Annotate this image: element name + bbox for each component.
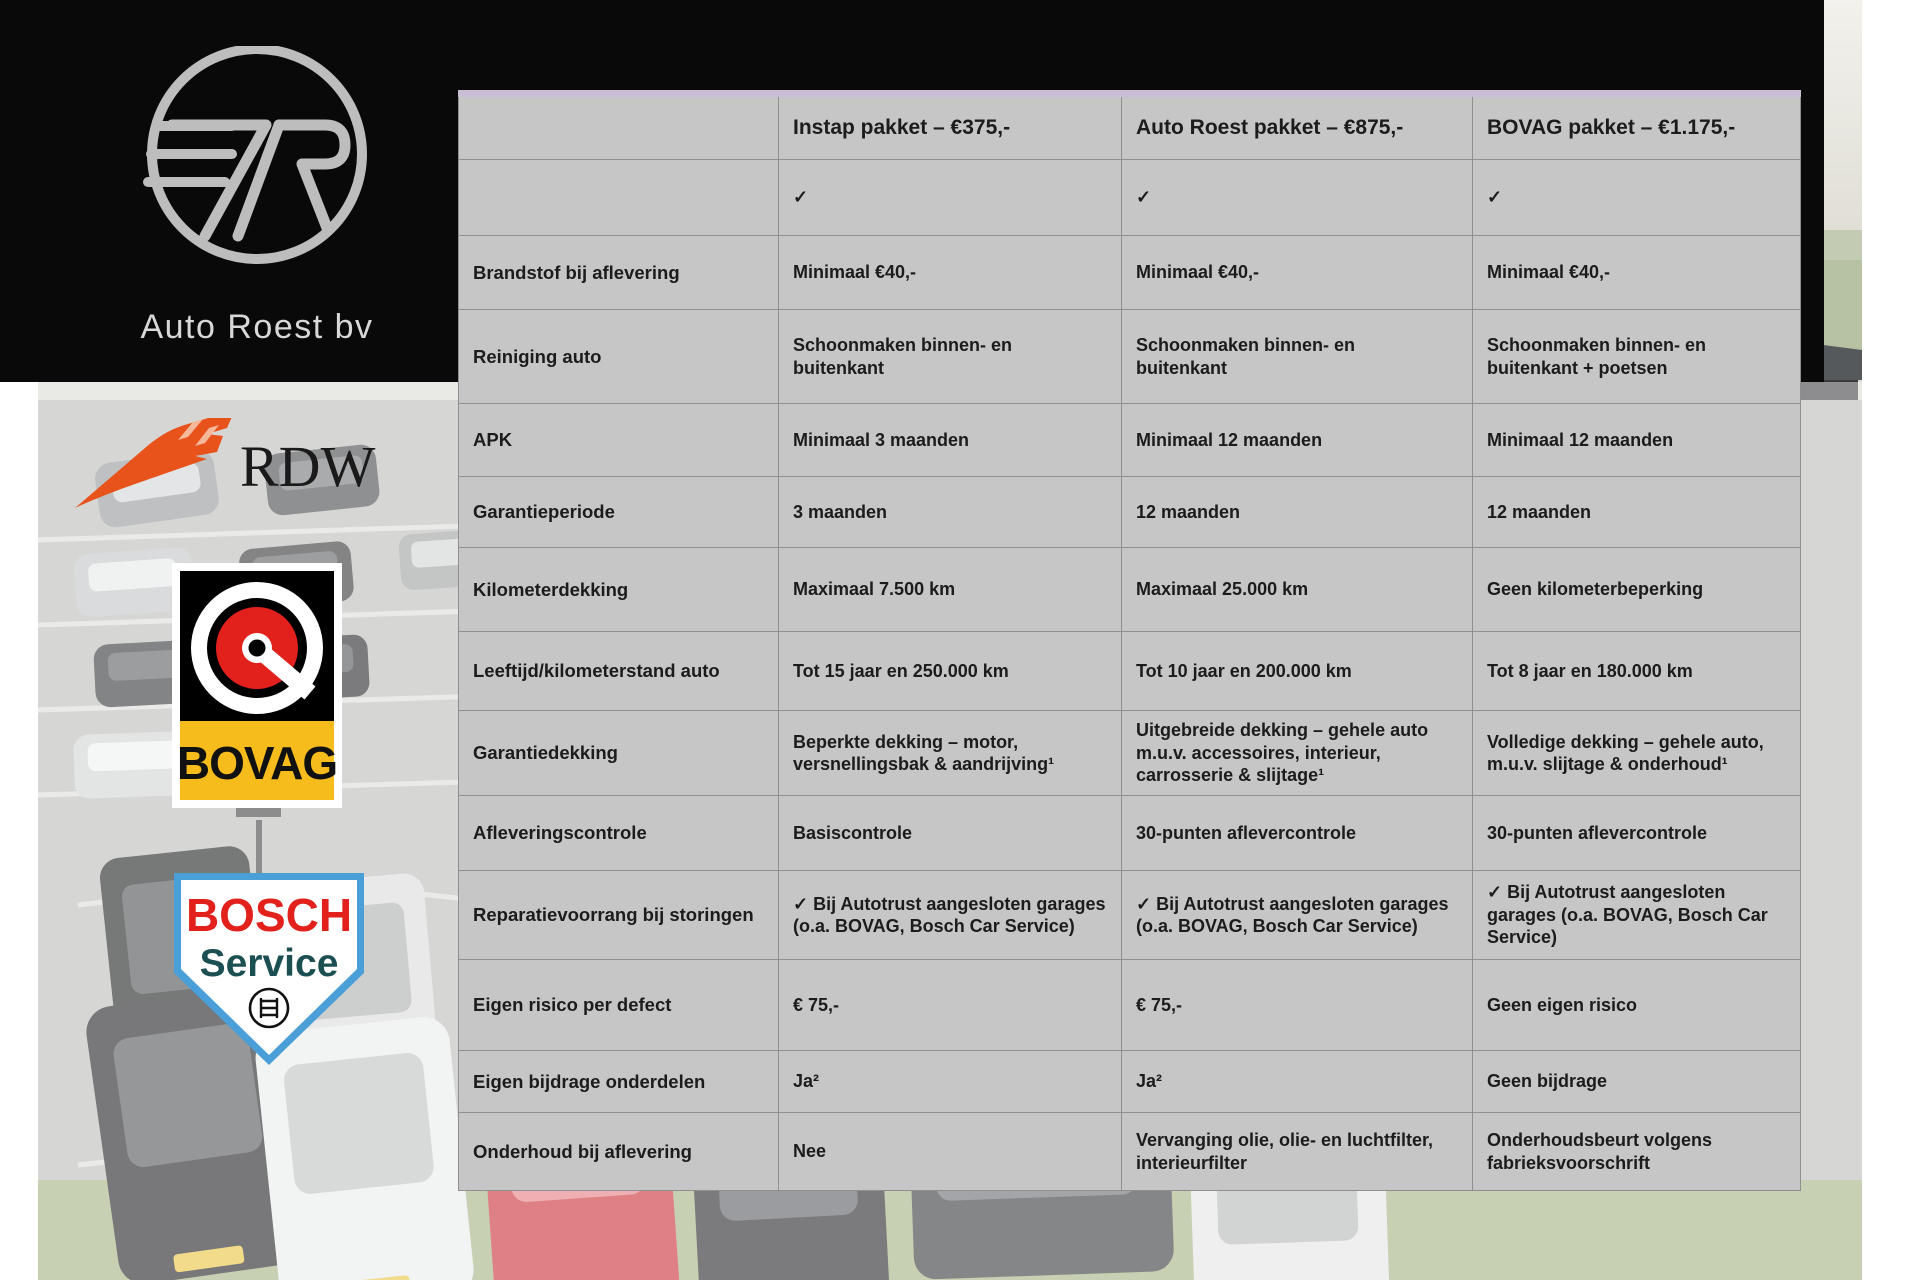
svg-text:Service: Service (200, 942, 339, 985)
svg-text:BOVAG: BOVAG (177, 737, 337, 789)
svg-text:RDW: RDW (240, 434, 376, 499)
svg-text:BOSCH: BOSCH (186, 889, 352, 941)
